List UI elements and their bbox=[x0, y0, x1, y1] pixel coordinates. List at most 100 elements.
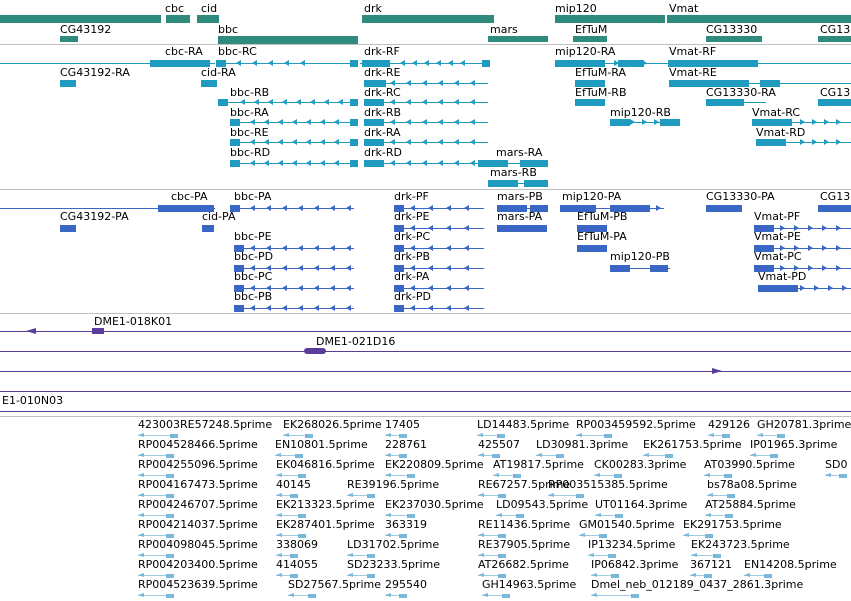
est-label-52[interactable]: RP004523639.5prime bbox=[138, 578, 258, 591]
protein-track-drk-pf[interactable] bbox=[394, 204, 484, 213]
est-glyph-54[interactable] bbox=[385, 593, 407, 599]
est-glyph-13[interactable] bbox=[750, 453, 778, 459]
est-label-44[interactable]: EK243723.5prime bbox=[691, 538, 790, 551]
est-glyph-20[interactable] bbox=[825, 473, 847, 479]
protein-track-vmat-pd[interactable] bbox=[758, 284, 851, 293]
est-glyph-47[interactable] bbox=[347, 573, 375, 579]
transcript-track-eftum-rb[interactable] bbox=[575, 98, 605, 107]
gene-label-cg13[interactable]: CG13 bbox=[820, 23, 851, 36]
est-label-35[interactable]: 363319 bbox=[385, 518, 427, 531]
est-glyph-40[interactable] bbox=[276, 553, 298, 559]
protein-label-cg43192-pa[interactable]: CG43192-PA bbox=[60, 210, 129, 223]
est-label-36[interactable]: RE11436.5prime bbox=[478, 518, 571, 531]
transcript-track-cg43192-ra[interactable] bbox=[60, 79, 76, 88]
transcript-track-mip120-vmat[interactable] bbox=[555, 59, 851, 68]
est-label-48[interactable]: AT26682.5prime bbox=[478, 558, 569, 571]
est-glyph-48[interactable] bbox=[478, 573, 506, 579]
gene-bar-2[interactable] bbox=[197, 15, 219, 23]
protein-track-bbc-pc[interactable] bbox=[234, 284, 354, 293]
est-label-9[interactable]: 228761 bbox=[385, 438, 427, 451]
est-label-45[interactable]: RP004203400.5prime bbox=[138, 558, 258, 571]
est-glyph-52[interactable] bbox=[138, 593, 174, 599]
transcript-label-eftum-ra[interactable]: EfTuM-RA bbox=[575, 66, 627, 79]
gene-label-bbc[interactable]: bbc bbox=[218, 23, 239, 36]
gene-bar-mars[interactable] bbox=[488, 36, 548, 42]
est-label-1[interactable]: EK268026.5prime bbox=[283, 418, 382, 431]
transcript-label-drk-rf[interactable]: drk-RF bbox=[364, 45, 400, 58]
est-glyph-12[interactable] bbox=[643, 453, 673, 459]
est-glyph-28[interactable] bbox=[276, 513, 306, 519]
est-label-32[interactable]: AT25884.5prime bbox=[705, 498, 796, 511]
gene-bar-cg13330[interactable] bbox=[706, 36, 762, 42]
protein-label-cg13[interactable]: CG13 bbox=[820, 190, 851, 203]
protein-label-drk-pc[interactable]: drk-PC bbox=[394, 230, 431, 243]
protein-label-mip120-pb[interactable]: mip120-PB bbox=[610, 250, 670, 263]
est-glyph-53[interactable] bbox=[288, 593, 316, 599]
transcript-track-mars-rb[interactable] bbox=[488, 179, 548, 188]
protein-track-vmat-pc[interactable] bbox=[754, 264, 851, 273]
est-glyph-9[interactable] bbox=[385, 453, 407, 459]
est-label-47[interactable]: SD23233.5prime bbox=[347, 558, 440, 571]
protein-track-vmat-pf[interactable] bbox=[754, 224, 851, 233]
transcript-track-bbc-rb[interactable] bbox=[218, 98, 358, 107]
est-label-54[interactable]: 295540 bbox=[385, 578, 427, 591]
est-label-10[interactable]: 425507 bbox=[478, 438, 520, 451]
transcript-track-vmat-rd[interactable] bbox=[756, 138, 851, 147]
est-label-12[interactable]: EK261753.5prime bbox=[643, 438, 742, 451]
protein-label-drk-pa[interactable]: drk-PA bbox=[394, 270, 430, 283]
transcript-label-vmat-rc[interactable]: Vmat-RC bbox=[752, 106, 801, 119]
transcript-label-vmat-rd[interactable]: Vmat-RD bbox=[756, 126, 806, 139]
transcript-label-bbc-rb[interactable]: bbc-RB bbox=[230, 86, 270, 99]
est-label-42[interactable]: RE37905.5prime bbox=[478, 538, 571, 551]
est-label-14[interactable]: RP004255096.5prime bbox=[138, 458, 258, 471]
est-glyph-29[interactable] bbox=[385, 513, 415, 519]
est-label-27[interactable]: RP004246707.5prime bbox=[138, 498, 258, 511]
transcript-label-bbc-ra[interactable]: bbc-RA bbox=[230, 106, 269, 119]
transcript-track-drk-ra[interactable] bbox=[364, 138, 488, 147]
clone-mark-2[interactable] bbox=[92, 328, 104, 334]
protein-track-cg13330-pa[interactable] bbox=[706, 204, 742, 213]
gene-bar-1[interactable] bbox=[166, 15, 190, 23]
transcript-track-bbc-rc[interactable] bbox=[216, 59, 358, 68]
clone-line-5[interactable] bbox=[0, 411, 851, 412]
transcript-track-drk-rc[interactable] bbox=[364, 98, 488, 107]
transcript-label-mars-rb[interactable]: mars-RB bbox=[490, 166, 537, 179]
est-label-5[interactable]: 429126 bbox=[708, 418, 750, 431]
protein-track-bbc-pb[interactable] bbox=[234, 304, 354, 313]
protein-label-bbc-pa[interactable]: bbc-PA bbox=[234, 190, 272, 203]
est-label-33[interactable]: RP004214037.5prime bbox=[138, 518, 258, 531]
transcript-label-drk-rb[interactable]: drk-RB bbox=[364, 106, 402, 119]
protein-label-vmat-pf[interactable]: Vmat-PF bbox=[754, 210, 801, 223]
est-glyph-50[interactable] bbox=[690, 573, 712, 579]
protein-label-vmat-pd[interactable]: Vmat-PD bbox=[758, 270, 807, 283]
protein-label-cbc-pa[interactable]: cbc-PA bbox=[171, 190, 208, 203]
protein-label-bbc-pc[interactable]: bbc-PC bbox=[234, 270, 273, 283]
est-label-30[interactable]: LD09543.5prime bbox=[496, 498, 589, 511]
est-glyph-14[interactable] bbox=[138, 473, 174, 479]
transcript-track-bbc-ra[interactable] bbox=[230, 118, 358, 127]
clone-mark-1[interactable] bbox=[26, 328, 36, 334]
est-glyph-8[interactable] bbox=[275, 453, 303, 459]
protein-label-eftum-pa[interactable]: EfTuM-PA bbox=[577, 230, 627, 243]
est-glyph-39[interactable] bbox=[138, 553, 174, 559]
gene-label-mars[interactable]: mars bbox=[490, 23, 518, 36]
gene-label-cg13330[interactable]: CG13330 bbox=[706, 23, 758, 36]
transcript-label-mars-ra[interactable]: mars-RA bbox=[496, 146, 543, 159]
clone-label-dme1-021d16[interactable]: DME1-021D16 bbox=[316, 335, 396, 348]
transcript-label-cg43192-ra[interactable]: CG43192-RA bbox=[60, 66, 130, 79]
gene-label-mip120[interactable]: mip120 bbox=[555, 2, 597, 15]
transcript-label-bbc-rc[interactable]: bbc-RC bbox=[218, 45, 257, 58]
transcript-track-bbc-re[interactable] bbox=[230, 138, 358, 147]
est-label-15[interactable]: EK046816.5prime bbox=[276, 458, 375, 471]
est-label-21[interactable]: RP004167473.5prime bbox=[138, 478, 258, 491]
transcript-label-drk-rd[interactable]: drk-RD bbox=[364, 146, 402, 159]
protein-label-vmat-pe[interactable]: Vmat-PE bbox=[754, 230, 801, 243]
est-label-19[interactable]: AT03990.5prime bbox=[704, 458, 795, 471]
protein-track-drk-pb[interactable] bbox=[394, 264, 484, 273]
est-label-50[interactable]: 367121 bbox=[690, 558, 732, 571]
est-glyph-26[interactable] bbox=[707, 493, 735, 499]
est-label-16[interactable]: EK220809.5prime bbox=[385, 458, 484, 471]
est-label-11[interactable]: LD30981.3prime bbox=[536, 438, 629, 451]
est-label-53[interactable]: SD27567.5prime bbox=[288, 578, 381, 591]
protein-track-cid-pa[interactable] bbox=[202, 224, 214, 233]
